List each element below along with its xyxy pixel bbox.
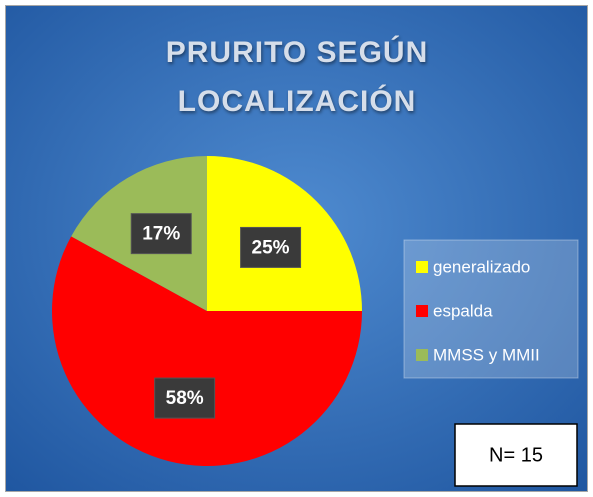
annotation: N= 15 bbox=[489, 444, 543, 466]
pie-slice bbox=[52, 236, 362, 466]
data-label: 58% bbox=[166, 388, 204, 409]
data-label: 25% bbox=[252, 237, 290, 258]
legend-label: generalizado bbox=[433, 257, 530, 276]
data-label-box bbox=[130, 213, 192, 255]
annotation-box bbox=[454, 423, 578, 487]
legend-swatch bbox=[416, 261, 428, 273]
legend-label: MMSS y MMII bbox=[433, 345, 540, 364]
legend-box bbox=[403, 239, 579, 379]
data-label-box bbox=[240, 226, 302, 268]
legend-swatch bbox=[416, 349, 428, 361]
data-label-box bbox=[154, 377, 216, 419]
legend-swatch bbox=[416, 305, 428, 317]
legend-label: espalda bbox=[433, 301, 493, 320]
chart-title: PRURITO SEGÚN LOCALIZACIÓN bbox=[165, 36, 429, 118]
data-label: 17% bbox=[142, 224, 180, 245]
